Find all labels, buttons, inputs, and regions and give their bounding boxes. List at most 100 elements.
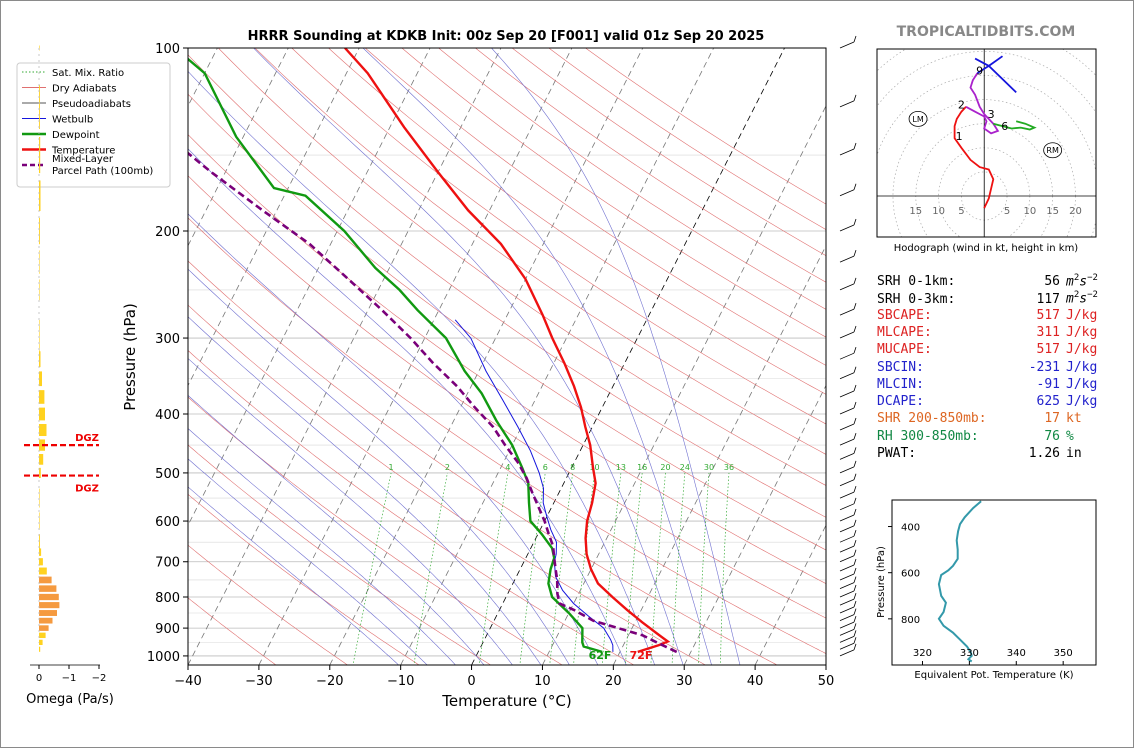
stat-label: PWAT: bbox=[877, 446, 917, 461]
wind-barb bbox=[839, 466, 855, 474]
dry-adiabat bbox=[188, 93, 826, 551]
wind-barb-flag bbox=[853, 142, 857, 150]
stat-unit: J/kg bbox=[1066, 394, 1098, 410]
wind-barb bbox=[839, 649, 855, 657]
mixing-ratio-label: 10 bbox=[589, 463, 599, 472]
wind-barb-flag bbox=[853, 608, 857, 615]
stat-line: DCAPE: 625 J/kg bbox=[877, 394, 1097, 409]
mixing-ratio-line bbox=[549, 472, 574, 665]
stat-line: SHR 200-850mb: 17 kt bbox=[877, 411, 1082, 426]
stat-label: RH 300-850mb: bbox=[877, 428, 979, 444]
hodograph-height-label: 9 bbox=[976, 65, 983, 78]
x-tick-label: −30 bbox=[245, 674, 272, 689]
stat-unit: m2s−2 bbox=[1066, 273, 1098, 290]
mixing-ratio-line bbox=[519, 472, 546, 665]
hodograph-trace bbox=[974, 55, 1017, 94]
stat-unit: J/kg bbox=[1066, 324, 1098, 340]
omega-bar bbox=[39, 512, 40, 530]
wind-barb-flag bbox=[853, 347, 857, 354]
wind-barb-flag bbox=[853, 615, 857, 623]
wind-barb bbox=[839, 590, 855, 598]
series-mixed-layer-parcel-path-100mb- bbox=[188, 151, 678, 654]
isotherm bbox=[542, 105, 826, 665]
wind-barb-flag bbox=[853, 485, 857, 493]
theta-e-x-tick-label: 350 bbox=[1054, 648, 1073, 659]
wind-barb-flag bbox=[853, 567, 857, 575]
stat-label: DCAPE: bbox=[877, 394, 924, 410]
omega-tick-label: 0 bbox=[36, 673, 42, 684]
wind-barb bbox=[839, 407, 855, 415]
wind-barb-flag bbox=[853, 519, 857, 526]
omega-bar bbox=[39, 558, 43, 566]
isotherm bbox=[188, 48, 431, 527]
hodograph-ring-label: 5 bbox=[958, 206, 964, 217]
wind-barb bbox=[839, 598, 855, 606]
hodograph-clip: 1 2 36 9 LM RM 15 10 5 5 10 15 20 bbox=[877, 49, 1096, 237]
wind-barb bbox=[839, 503, 855, 511]
dry-adiabat bbox=[364, 48, 826, 366]
dry-adiabat bbox=[188, 544, 349, 665]
stat-line: SBCAPE: 517 J/kg bbox=[877, 308, 1097, 323]
omega-bar bbox=[39, 217, 40, 245]
stat-value: 76 bbox=[1044, 428, 1060, 444]
omega-bar bbox=[39, 390, 45, 404]
x-tick-label: −20 bbox=[316, 674, 343, 689]
wind-barb bbox=[839, 525, 855, 533]
isotherm bbox=[612, 244, 826, 665]
stat-label: SHR 200-850mb: bbox=[877, 411, 987, 427]
wind-barb bbox=[839, 352, 855, 360]
dry-adiabat bbox=[188, 396, 563, 665]
legend-label: Sat. Mix. Ratio bbox=[52, 68, 124, 79]
wind-barb bbox=[839, 491, 855, 499]
hodograph-ring-label: 15 bbox=[1046, 206, 1059, 217]
pseudoadiabat bbox=[362, 48, 712, 665]
stat-line: PWAT: 1.26 in bbox=[877, 446, 1082, 461]
theta-e-x-tick-label: 320 bbox=[913, 648, 932, 659]
x-tick-label: 50 bbox=[818, 674, 835, 689]
wind-barb bbox=[839, 148, 855, 156]
stat-unit: J/kg bbox=[1066, 376, 1098, 392]
hodograph-ring-label: 10 bbox=[932, 206, 945, 217]
y-tick-label: 1000 bbox=[147, 650, 180, 665]
wind-barb-flag bbox=[853, 508, 857, 516]
omega-bar bbox=[39, 632, 46, 639]
stat-line: SBCIN: -231 J/kg bbox=[877, 360, 1097, 375]
omega-bar bbox=[39, 467, 41, 478]
pseudoadiabat bbox=[188, 358, 513, 665]
wind-barb-flag bbox=[853, 530, 857, 537]
stat-value: 1.26 bbox=[1028, 446, 1060, 461]
wind-barb bbox=[839, 555, 855, 563]
wind-barb-flag bbox=[853, 576, 857, 583]
watermark: TROPICALTIDBITS.COM bbox=[897, 24, 1076, 40]
hodograph-height-label: 1 bbox=[956, 130, 963, 143]
y-tick-label: 300 bbox=[155, 332, 180, 347]
mixing-ratio-line bbox=[478, 472, 509, 665]
omega-bar bbox=[39, 646, 41, 652]
stat-value: 517 bbox=[1036, 307, 1060, 323]
wind-barb-flag bbox=[853, 584, 857, 592]
x-tick-label: 30 bbox=[676, 674, 693, 689]
theta-e-y-tick-label: 600 bbox=[901, 569, 920, 580]
stat-value: 625 bbox=[1036, 394, 1060, 410]
wind-barb-flag bbox=[853, 218, 857, 226]
wind-barb-flag bbox=[853, 558, 857, 566]
mixing-ratio-line bbox=[413, 472, 448, 665]
wind-barb bbox=[839, 453, 855, 460]
stat-label: MUCAPE: bbox=[877, 342, 932, 358]
wind-barb-flag bbox=[853, 460, 857, 468]
y-tick-label: 900 bbox=[155, 622, 180, 637]
theta-e-line bbox=[937, 500, 982, 663]
dry-adiabat bbox=[188, 597, 277, 665]
isotherm bbox=[471, 48, 785, 665]
stat-unit: J/kg bbox=[1066, 359, 1098, 375]
pseudoadiabat bbox=[188, 70, 656, 665]
wind-barb-flag bbox=[853, 432, 857, 440]
chart-title: HRRR Sounding at KDKB Init: 00z Sep 20 [… bbox=[248, 29, 765, 44]
stat-line: MUCAPE: 517 J/kg bbox=[877, 342, 1097, 357]
wind-barb bbox=[839, 614, 855, 622]
y-tick-label: 800 bbox=[155, 591, 180, 606]
hodograph-ring-label: 15 bbox=[909, 206, 922, 217]
hodograph-trace bbox=[953, 106, 995, 209]
